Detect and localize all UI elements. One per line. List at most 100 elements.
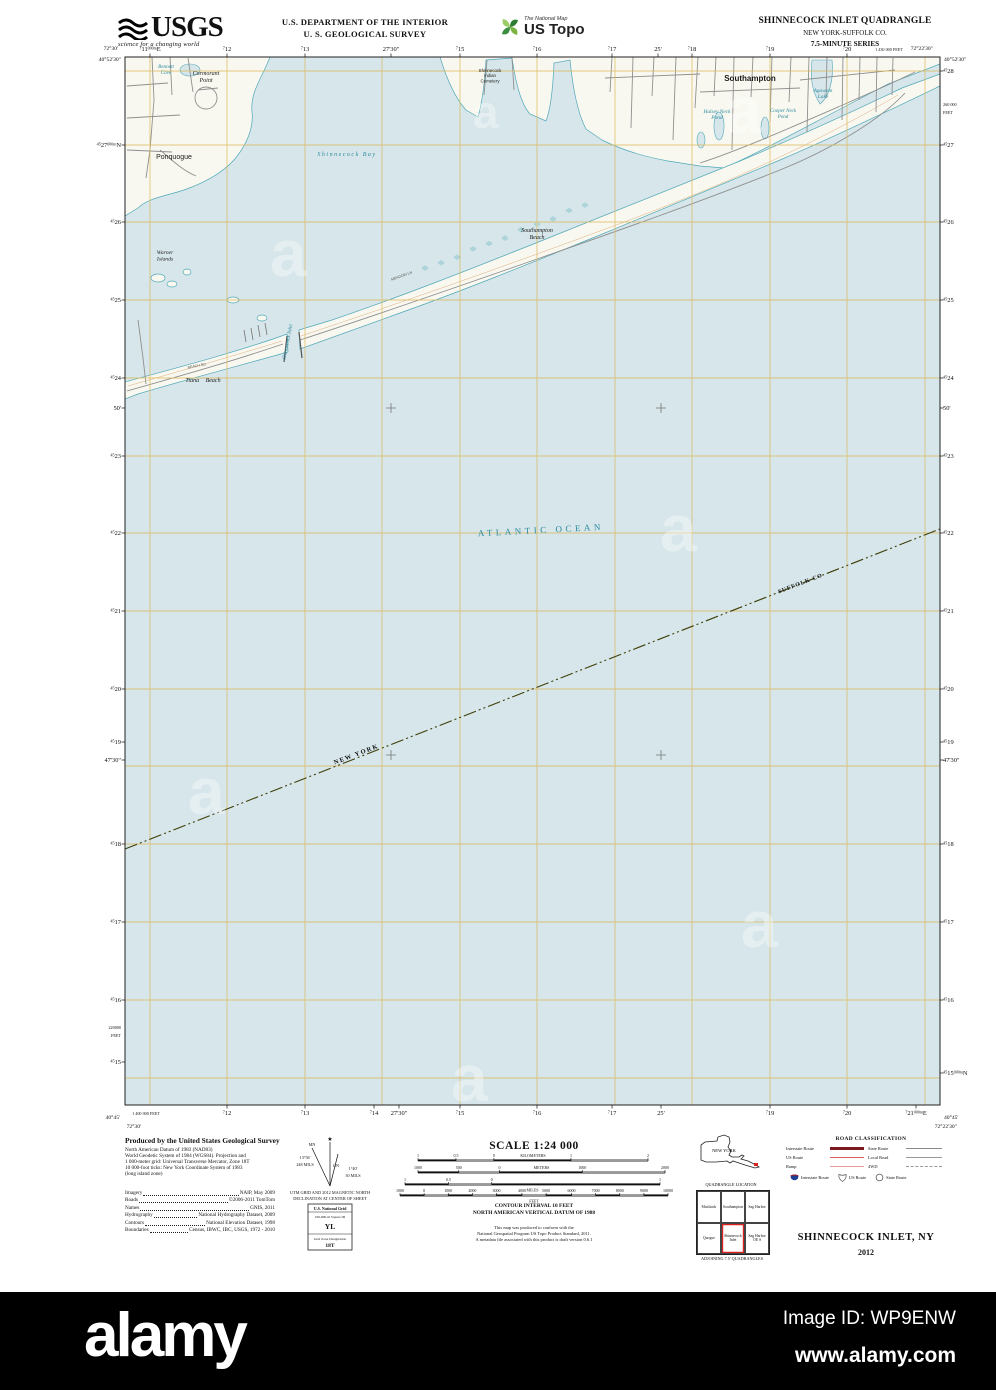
vertical-datum: NORTH AMERICAN VERTICAL DATUM OF 1988 xyxy=(472,1210,596,1216)
corner-br-lat: 40°45' xyxy=(944,1114,958,1121)
quadrangle-header: SHINNECOCK INLET QUADRANGLE NEW YORK-SUF… xyxy=(720,16,970,48)
scale-number: 3000 xyxy=(492,1188,500,1193)
warner-island xyxy=(182,268,192,276)
grid-edge-labels: 711000mE 712 713 27'30" 715 716 717 25' 718 719 72… xyxy=(97,45,968,1117)
grid-label-16: 4516 xyxy=(110,996,121,1004)
barrier-island-west xyxy=(124,333,289,400)
sheet-title-block: SHINNECOCK INLET, NY 2012 xyxy=(746,1232,986,1257)
pond-water xyxy=(696,131,706,149)
scale-number: 1000 xyxy=(396,1188,404,1193)
contour-interval: CONTOUR INTERVAL 10 FEET xyxy=(494,1203,574,1209)
data-source-row: Boundaries Census, IBWC, IBC, USGS, 1972 … xyxy=(125,1227,275,1234)
scale-number: 0 xyxy=(499,1165,501,1170)
grid-label-25-: 25' xyxy=(657,1110,665,1117)
source-value: NAIP, May 2009 xyxy=(239,1190,275,1196)
alamy-url[interactable]: www.alamy.com xyxy=(794,1344,956,1367)
grid-label-18: 4518 xyxy=(110,840,121,848)
label-bennett-cove: Bennett Cove xyxy=(158,64,174,76)
image-id: Image ID: WP9ENW xyxy=(782,1308,956,1329)
source-value: National Hydrography Dataset, 2009 xyxy=(198,1212,275,1219)
sheet-year: 2012 xyxy=(858,1248,874,1257)
grid-label-24: 4524 xyxy=(943,374,954,382)
data-source-row: Hydrography National Hydrography Dataset,… xyxy=(125,1212,275,1219)
grid-label-17: 717 xyxy=(608,1109,617,1117)
grid-label-260-000: 260 000 xyxy=(943,102,957,107)
marsh-symbols xyxy=(422,202,588,271)
grid-label-16: 716 xyxy=(533,45,542,53)
mn-degrees: 13°56' xyxy=(300,1155,311,1160)
scale-number: 0.5 xyxy=(453,1153,458,1158)
interstate-shield-icon xyxy=(790,1173,799,1182)
warner-island xyxy=(150,273,166,283)
source-label: Boundaries xyxy=(125,1227,149,1234)
cooper-neck-pond-water xyxy=(760,116,770,140)
grid-label-12: 712 xyxy=(223,45,232,53)
road-class-title: ROAD CLASSIFICATION xyxy=(835,1136,907,1142)
road-class-line-local xyxy=(906,1157,942,1158)
adjoining-caption: ADJOINING 7.5' QUADRANGLES xyxy=(700,1256,764,1261)
scale-number: 0 xyxy=(491,1177,493,1182)
source-label: Names xyxy=(125,1204,140,1211)
mn-mils: 248 MILS xyxy=(296,1162,314,1167)
datum-note-line: 10 000-foot ticks: New York Coordinate S… xyxy=(125,1165,243,1172)
grid-label-21: 721000mE xyxy=(905,1109,927,1117)
scale-block: SCALE 1:24 000 xyxy=(398,1140,670,1152)
grid-label-15: 715 xyxy=(456,45,465,53)
true-north-star-icon: ★ xyxy=(327,1136,332,1143)
scale-number: 2000 xyxy=(468,1188,476,1193)
standard-note-line: A metadata file associated with this pro… xyxy=(475,1236,593,1242)
usng-title: U.S. National Grid xyxy=(314,1206,347,1211)
source-label: Roads xyxy=(125,1197,138,1204)
label-shinnecock-indian-cemetery: Shinnecock Indian Cemetery xyxy=(479,68,503,83)
dept-line2: U. S. GEOLOGICAL SURVEY xyxy=(303,29,427,39)
usgs-logo: USGS science for a changing world xyxy=(118,13,258,49)
grid-label-13: 713 xyxy=(301,45,310,53)
grid-label-18: 718 xyxy=(688,45,697,53)
beach-road xyxy=(126,343,284,392)
grid-label-20: 4520 xyxy=(943,685,954,693)
source-label: Imagery xyxy=(125,1190,143,1196)
standard-note-line: This map was produced to conform with th… xyxy=(494,1225,574,1230)
data-sources-list: Imagery NAIP, May 2009 Roads ©2006-2011 Tom… xyxy=(125,1190,275,1234)
scale-unit-label: METERS xyxy=(534,1165,550,1170)
grid-label-23: 4523 xyxy=(943,452,954,460)
label-shinnecock-bay: Shinnecock Bay xyxy=(317,152,376,158)
product-standard-notes: This map was produced to conform with th… xyxy=(398,1225,670,1242)
data-source-row: Roads ©2006-2011 TomTom xyxy=(125,1197,275,1204)
source-label: Contours xyxy=(125,1219,145,1226)
quad-series: 7.5-MINUTE SERIES xyxy=(810,40,880,48)
scale-number: 9000 xyxy=(640,1188,648,1193)
road-class-label-usroute: US Route xyxy=(786,1155,804,1160)
usgs-tagline: science for a changing world xyxy=(118,41,200,48)
us-route-shield-label: US Route xyxy=(848,1175,867,1180)
county-boundary-line xyxy=(124,528,941,850)
scale-number: 1000 xyxy=(444,1188,452,1193)
grid-label-19: 4519 xyxy=(110,738,121,746)
scale-bar-meters: 1000 500 0 1000 2000 METERS xyxy=(414,1165,669,1174)
contour-block: CONTOUR INTERVAL 10 FEET NORTH AMERICAN … xyxy=(398,1203,670,1242)
quad-location-marker xyxy=(754,1163,758,1166)
national-map-pinwheel-icon xyxy=(500,17,520,37)
grid-label-27: 4527000mN xyxy=(97,141,122,149)
source-value: ©2006-2011 TomTom xyxy=(228,1197,275,1204)
grid-label-FEET: FEET xyxy=(943,110,953,115)
scale-bar-miles: 1 0.5 0 1 MILES xyxy=(404,1177,661,1193)
locator-state-label: NEW YORK xyxy=(712,1148,737,1153)
adjoining-quad-southampton: Southampton xyxy=(720,1191,746,1223)
grid-label-16: 716 xyxy=(533,1109,542,1117)
grid-label-47-30-: 47'30" xyxy=(104,757,121,764)
gn-mils: 30 MILS xyxy=(345,1173,361,1178)
department-header: U.S. DEPARTMENT OF THE INTERIOR U. S. GE… xyxy=(240,17,490,39)
grid-label-28: 4528 xyxy=(943,67,954,75)
grid-label-15: 715 xyxy=(456,1109,465,1117)
label-warner-islands: Warner Islands xyxy=(156,250,174,262)
source-value: National Elevation Dataset, 1998 xyxy=(206,1219,275,1226)
label-tiana-beach: Tiana Beach xyxy=(185,378,220,384)
grid-label-17: 717 xyxy=(608,45,617,53)
declination-diagram: ★ MN 13°56' 248 MILS GN 1°40' 30 MILS UT… xyxy=(290,1136,370,1201)
ustopo-logo: The National Map US Topo xyxy=(500,16,585,37)
datum-note-line: World Geodetic System of 1984 (WGS84). P… xyxy=(125,1153,246,1160)
corner-tr-lon: 72°22'30" xyxy=(911,45,933,52)
datum-note-line: (long island zone) xyxy=(125,1171,163,1178)
road-class-label-interstate: Interstate Route xyxy=(786,1146,814,1151)
